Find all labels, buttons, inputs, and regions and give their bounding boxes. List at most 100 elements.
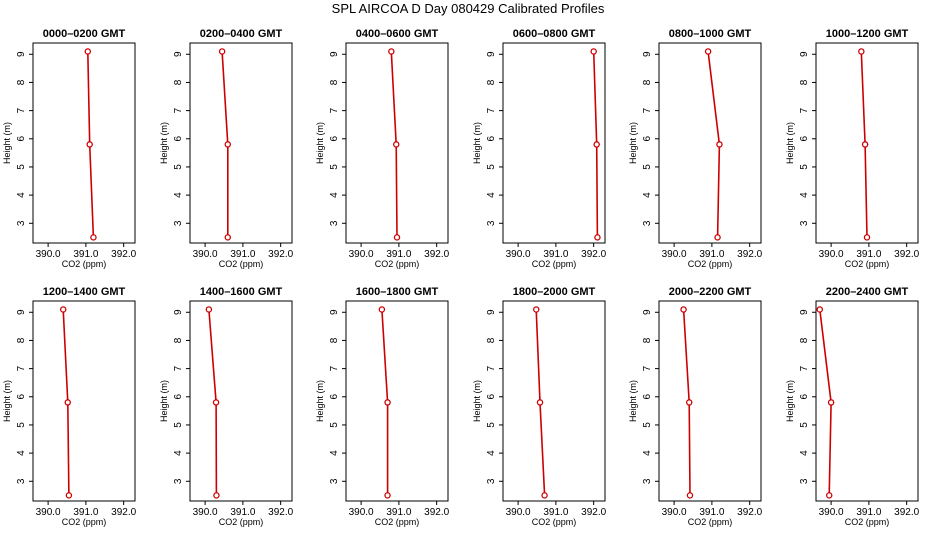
- y-tick-label: 4: [486, 192, 497, 198]
- y-tick-label: 8: [486, 79, 497, 85]
- y-tick-label: 8: [799, 337, 810, 343]
- data-point: [65, 492, 73, 499]
- y-tick-label: 5: [642, 164, 653, 170]
- x-tick-label: 391.0: [543, 249, 568, 260]
- data-point: [861, 141, 869, 148]
- y-tick-label: 6: [16, 136, 27, 142]
- x-tick-label: 391.0: [73, 507, 98, 518]
- y-tick-label: 5: [799, 422, 810, 428]
- y-axis-label: Height (m): [315, 380, 325, 422]
- y-tick-label: 5: [173, 422, 184, 428]
- x-axis-label: CO2 (ppm): [688, 259, 733, 269]
- panel-title: 0200–0400 GMT: [200, 28, 283, 40]
- panel-title: 0400–0600 GMT: [356, 28, 439, 40]
- y-tick-label: 6: [799, 394, 810, 400]
- data-point: [816, 306, 824, 313]
- panel-title: 2000–2200 GMT: [669, 286, 752, 298]
- y-tick-label: 4: [486, 450, 497, 456]
- data-point: [590, 48, 597, 55]
- y-tick-label: 4: [642, 450, 653, 456]
- data-point: [825, 492, 833, 499]
- plot-frame: [345, 42, 449, 244]
- data-point: [59, 306, 67, 313]
- data-point: [716, 141, 723, 148]
- panel-title: 0800–1000 GMT: [669, 28, 752, 40]
- y-tick-label: 7: [173, 365, 184, 371]
- x-tick-label: 391.0: [699, 507, 724, 518]
- panel-title: 0000–0200 GMT: [43, 28, 126, 40]
- data-point: [858, 48, 865, 55]
- y-tick-label: 3: [486, 220, 497, 226]
- data-point: [212, 399, 220, 406]
- y-tick-label: 3: [16, 478, 27, 484]
- y-tick-label: 5: [799, 164, 810, 170]
- data-point: [686, 492, 694, 499]
- y-tick-label: 6: [486, 394, 497, 400]
- y-tick-label: 6: [642, 136, 653, 142]
- data-point: [704, 48, 712, 55]
- x-tick-label: 392.0: [581, 249, 606, 260]
- y-tick-label: 4: [173, 192, 184, 198]
- x-tick-label: 392.0: [894, 507, 919, 518]
- y-tick-label: 5: [329, 164, 340, 170]
- x-tick-label: 391.0: [230, 507, 255, 518]
- data-point: [84, 48, 92, 55]
- y-tick-label: 7: [799, 107, 810, 113]
- y-tick-label: 4: [16, 192, 27, 198]
- panel-title: 1200–1400 GMT: [43, 286, 126, 298]
- x-tick-label: 392.0: [737, 507, 762, 518]
- y-tick-label: 9: [799, 309, 810, 315]
- y-tick-label: 9: [329, 51, 340, 57]
- y-tick-label: 4: [799, 192, 810, 198]
- x-tick-label: 391.0: [856, 507, 881, 518]
- x-axis-label: CO2 (ppm): [219, 259, 264, 269]
- data-point: [205, 306, 213, 313]
- y-tick-label: 9: [642, 51, 653, 57]
- data-point: [90, 234, 97, 241]
- y-axis-label: Height (m): [785, 122, 795, 164]
- y-tick-label: 8: [329, 337, 340, 343]
- x-tick-label: 390.0: [36, 507, 61, 518]
- y-tick-label: 5: [173, 164, 184, 170]
- data-point: [680, 306, 687, 313]
- x-tick-label: 392.0: [424, 249, 449, 260]
- profile-panel: 0800–1000 GMT 390.0 391.0 392.0 3 4 5 6 7 8 9 CO2 (…: [628, 28, 763, 269]
- y-tick-label: 7: [173, 107, 184, 113]
- y-tick-label: 5: [486, 422, 497, 428]
- y-tick-label: 7: [486, 107, 497, 113]
- y-tick-label: 7: [329, 107, 340, 113]
- profile-panel: 2000–2200 GMT 390.0 391.0 392.0 3 4 5 6 7 8 9 CO2 (…: [628, 286, 763, 527]
- y-tick-label: 9: [799, 51, 810, 57]
- x-tick-label: 390.0: [662, 507, 687, 518]
- y-tick-label: 6: [16, 394, 27, 400]
- y-tick-label: 6: [173, 394, 184, 400]
- x-tick-label: 390.0: [506, 507, 531, 518]
- profile-panel: 1600–1800 GMT 390.0 391.0 392.0 3 4 5 6 7 8 9 CO2 (…: [315, 286, 450, 527]
- data-point: [827, 399, 835, 406]
- y-tick-label: 4: [642, 192, 653, 198]
- y-axis-label: Height (m): [472, 380, 482, 422]
- profile-panel: 1400–1600 GMT 390.0 391.0 392.0 3 4 5 6 7 8 9 CO2 (…: [159, 286, 294, 527]
- y-axis-label: Height (m): [2, 122, 12, 164]
- data-point: [594, 234, 601, 241]
- y-tick-label: 5: [16, 422, 27, 428]
- plot-frame: [658, 42, 762, 244]
- plot-frame: [189, 300, 293, 502]
- x-axis-label: CO2 (ppm): [375, 259, 420, 269]
- y-tick-label: 6: [486, 136, 497, 142]
- y-axis-label: Height (m): [628, 122, 638, 164]
- x-tick-label: 391.0: [856, 249, 881, 260]
- y-axis-label: Height (m): [2, 380, 12, 422]
- x-tick-label: 391.0: [230, 249, 255, 260]
- data-point: [224, 234, 232, 241]
- x-tick-label: 391.0: [699, 249, 724, 260]
- y-tick-label: 3: [16, 220, 27, 226]
- panel-title: 1800–2000 GMT: [513, 286, 596, 298]
- x-axis-label: CO2 (ppm): [532, 259, 577, 269]
- plot-frame: [658, 300, 762, 502]
- y-tick-label: 3: [799, 220, 810, 226]
- data-point: [593, 141, 600, 148]
- data-point: [536, 399, 544, 406]
- profile-panel: 0600–0800 GMT 390.0 391.0 392.0 3 4 5 6 7 8 9 CO2 (…: [472, 28, 607, 269]
